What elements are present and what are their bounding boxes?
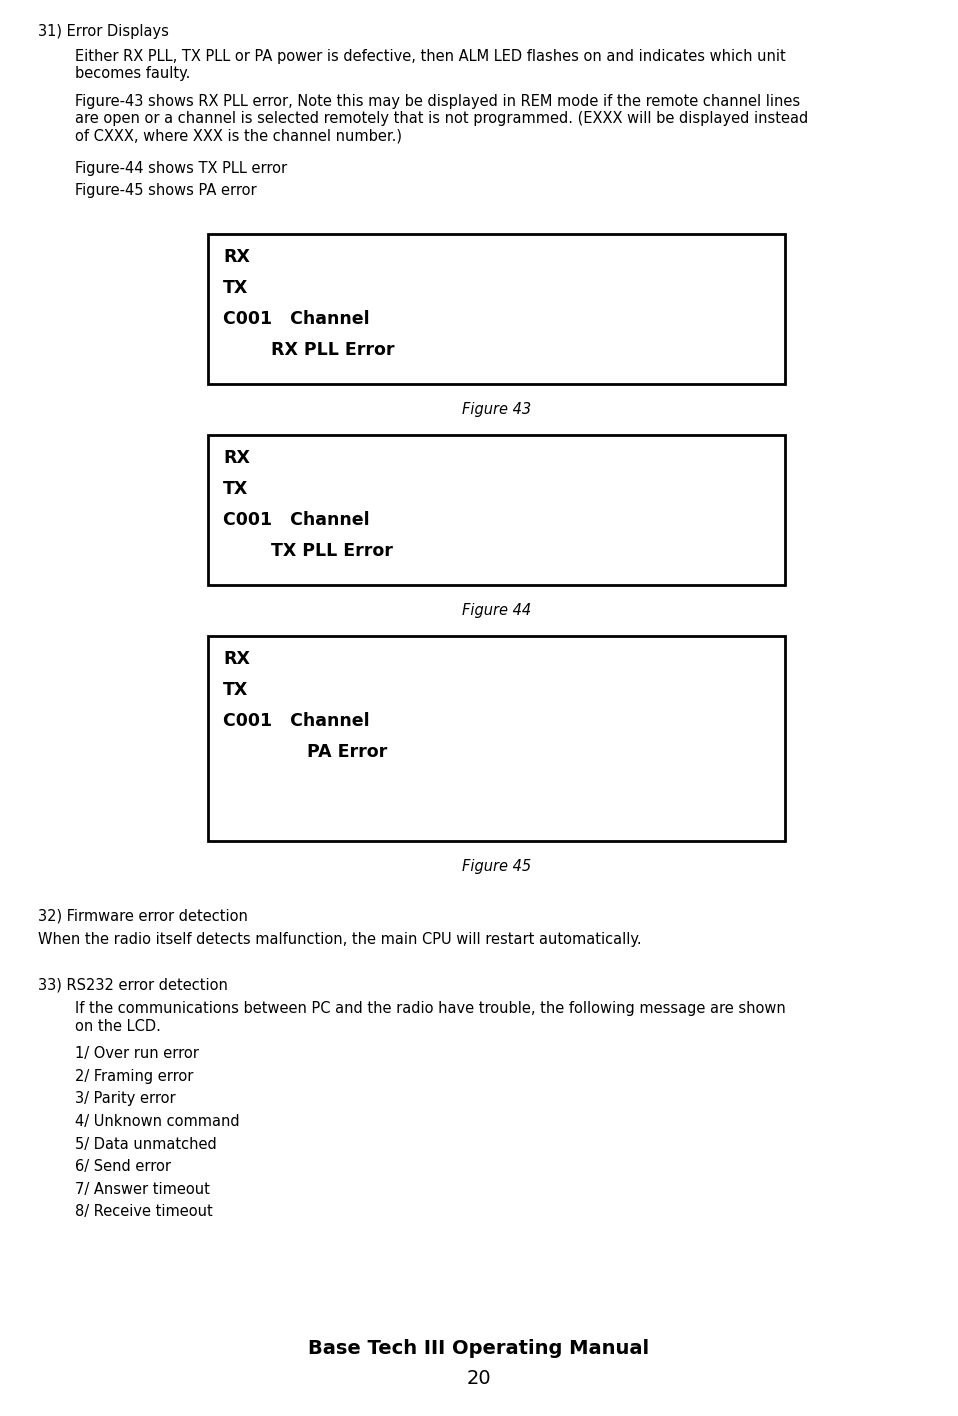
Text: 20: 20 (467, 1369, 491, 1388)
Text: 7/ Answer timeout: 7/ Answer timeout (75, 1182, 210, 1197)
Text: C001   Channel: C001 Channel (223, 712, 370, 729)
Text: 1/ Over run error: 1/ Over run error (75, 1046, 199, 1061)
Text: Figure 45: Figure 45 (462, 860, 531, 874)
Text: 4/ Unknown command: 4/ Unknown command (75, 1114, 240, 1129)
Text: Figure-43 shows RX PLL error, Note this may be displayed in REM mode if the remo: Figure-43 shows RX PLL error, Note this … (75, 93, 809, 143)
Text: C001   Channel: C001 Channel (223, 310, 370, 329)
Text: TX: TX (223, 480, 248, 498)
Text: TX: TX (223, 681, 248, 698)
Text: Figure-44 shows TX PLL error: Figure-44 shows TX PLL error (75, 160, 287, 176)
Text: When the radio itself detects malfunction, the main CPU will restart automatical: When the radio itself detects malfunctio… (38, 932, 642, 947)
Text: C001   Channel: C001 Channel (223, 511, 370, 530)
FancyBboxPatch shape (208, 636, 785, 841)
Text: 32) Firmware error detection: 32) Firmware error detection (38, 909, 248, 923)
Text: 8/ Receive timeout: 8/ Receive timeout (75, 1204, 213, 1219)
Text: RX: RX (223, 248, 250, 266)
Text: RX: RX (223, 449, 250, 467)
Text: Figure 43: Figure 43 (462, 402, 531, 418)
Text: RX: RX (223, 650, 250, 667)
Text: RX PLL Error: RX PLL Error (223, 341, 395, 360)
Text: Either RX PLL, TX PLL or PA power is defective, then ALM LED flashes on and indi: Either RX PLL, TX PLL or PA power is def… (75, 48, 786, 81)
Text: TX PLL Error: TX PLL Error (223, 542, 393, 561)
FancyBboxPatch shape (208, 234, 785, 384)
Text: Figure 44: Figure 44 (462, 603, 531, 619)
Text: 2/ Framing error: 2/ Framing error (75, 1069, 194, 1083)
Text: TX: TX (223, 279, 248, 297)
Text: 6/ Send error: 6/ Send error (75, 1160, 171, 1174)
FancyBboxPatch shape (208, 435, 785, 585)
Text: 5/ Data unmatched: 5/ Data unmatched (75, 1137, 217, 1151)
Text: 31) Error Displays: 31) Error Displays (38, 24, 169, 40)
Text: Base Tech III Operating Manual: Base Tech III Operating Manual (308, 1340, 650, 1358)
Text: If the communications between PC and the radio have trouble, the following messa: If the communications between PC and the… (75, 1001, 786, 1034)
Text: 3/ Parity error: 3/ Parity error (75, 1092, 175, 1106)
Text: PA Error: PA Error (223, 743, 387, 760)
Text: 33) RS232 error detection: 33) RS232 error detection (38, 977, 228, 993)
Text: Figure-45 shows PA error: Figure-45 shows PA error (75, 183, 257, 198)
